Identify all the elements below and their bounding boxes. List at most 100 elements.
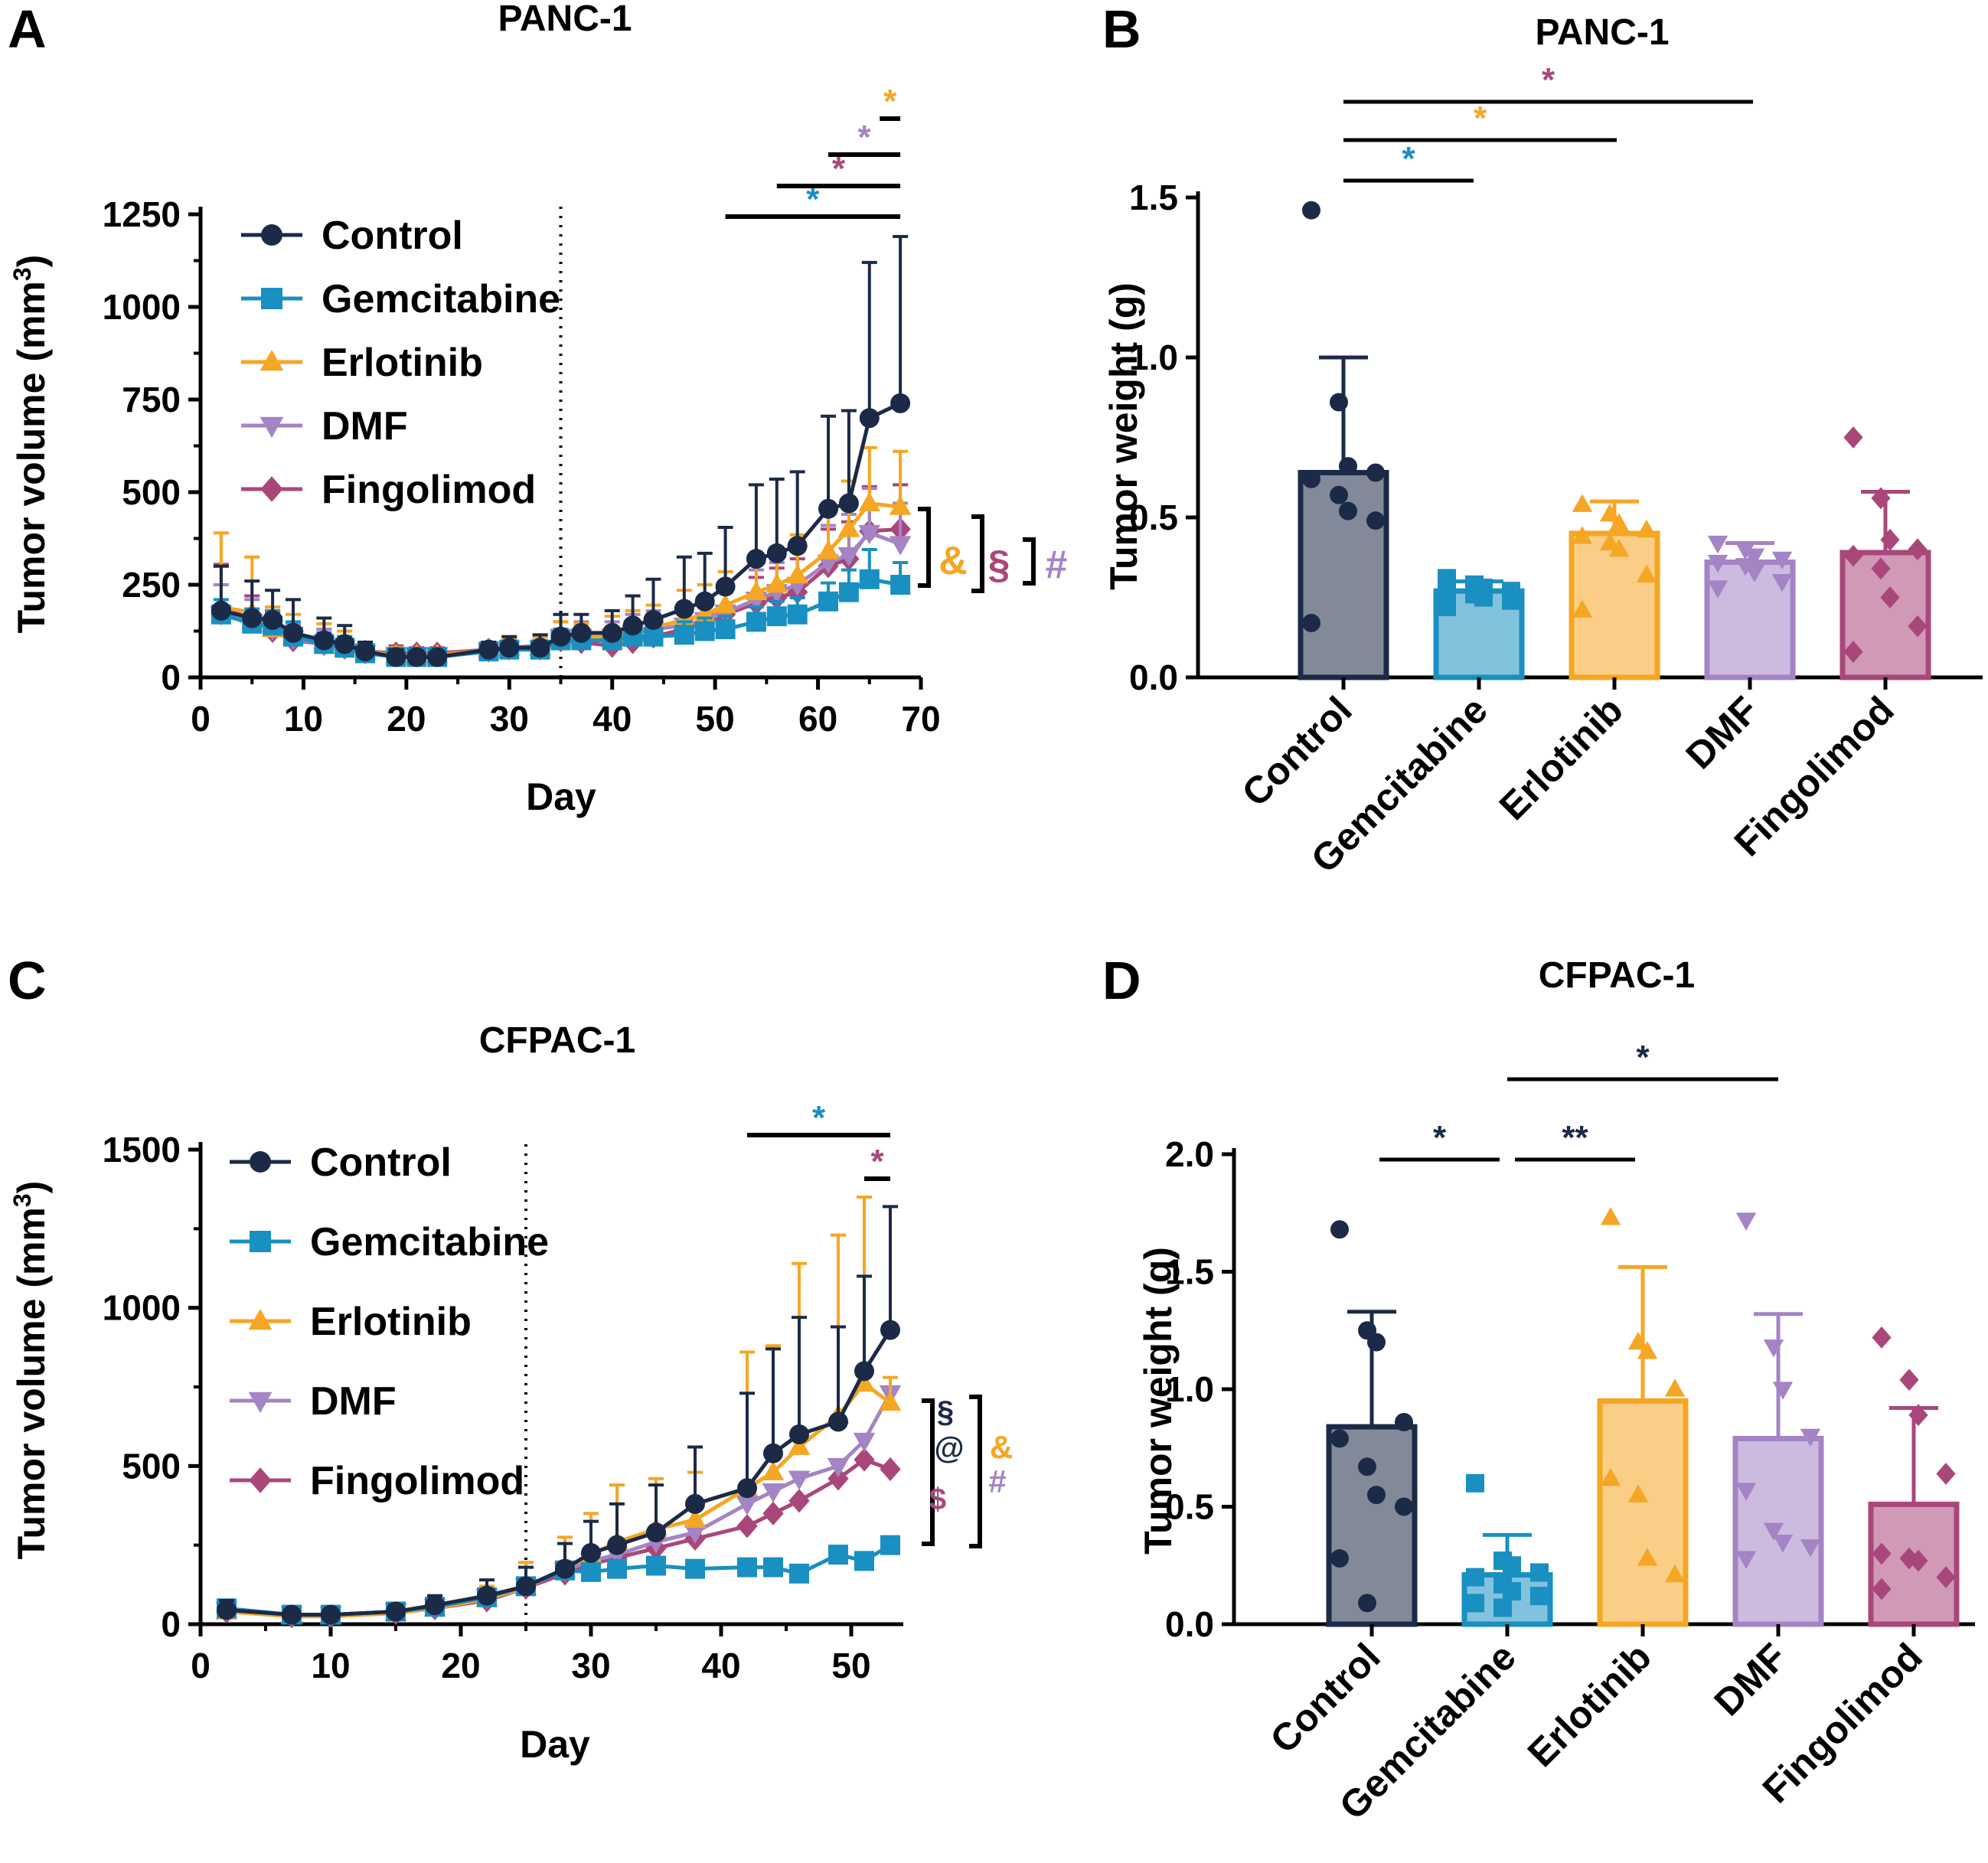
plot-area-a: 0 10 20 30 40 50 60 70 0 250 500 750 1000 1250 Control…	[103, 83, 1068, 739]
data-point-gemcitabine	[694, 621, 715, 641]
data-point-erlotinib	[1608, 539, 1630, 557]
data-point-dmf	[788, 1470, 811, 1490]
legend-marker-erlotinib	[260, 349, 284, 371]
data-point-gemcitabine	[766, 606, 787, 627]
plot-area-d: 0.00.51.01.52.0ControlGemcitabineErlotin…	[1165, 1039, 1975, 1828]
data-point-dmf	[1772, 1534, 1794, 1553]
data-point-fingolimod	[788, 1489, 810, 1513]
data-point-control	[1302, 613, 1320, 632]
data-point-control	[217, 1600, 237, 1620]
data-point-gemcitabine	[643, 626, 664, 647]
data-point-control	[478, 639, 499, 660]
legend-marker-control	[250, 1151, 271, 1173]
data-point-erlotinib	[837, 517, 860, 537]
data-point-control	[1330, 1220, 1349, 1239]
y-tick-label-b: 0.5	[1129, 498, 1178, 537]
data-point-gemcitabine	[1466, 1568, 1484, 1587]
data-point-control	[386, 647, 406, 667]
data-point-fingolimod	[1843, 544, 1863, 567]
y-tick-label-b: 1.0	[1129, 338, 1178, 377]
significance-star-b: *	[1402, 140, 1415, 178]
legend-label-dmf: DMF	[322, 404, 408, 449]
x-tick-label-c: 0	[191, 1646, 211, 1685]
end-bracket-symbol-a: §	[988, 543, 1010, 587]
data-point-erlotinib	[1599, 504, 1621, 522]
data-point-gemcitabine	[787, 604, 808, 625]
data-point-dmf	[837, 547, 860, 567]
data-point-gemcitabine	[1503, 1556, 1521, 1575]
data-point-control	[406, 647, 427, 667]
bar-group-dmf-d	[1732, 1212, 1824, 1627]
data-point-dmf	[1735, 558, 1756, 576]
data-point-control	[622, 615, 643, 636]
data-point-control	[715, 576, 736, 597]
significance-star-d: *	[1433, 1119, 1447, 1157]
data-point-control	[746, 549, 766, 569]
legend-label-fingolimod: Fingolimod	[322, 468, 536, 512]
data-point-control	[1330, 1549, 1349, 1568]
data-point-fingolimod	[1872, 1542, 1892, 1565]
data-point-fingolimod	[1899, 1369, 1919, 1392]
data-point-control	[530, 638, 550, 658]
legend-marker-dmf	[248, 1392, 273, 1414]
data-point-control	[1339, 457, 1357, 476]
data-point-control	[859, 408, 880, 429]
data-point-dmf	[736, 1496, 759, 1516]
data-point-gemcitabine	[854, 1551, 874, 1571]
x-tick-label-c: 10	[311, 1646, 350, 1685]
data-point-dmf	[1707, 535, 1728, 554]
bar-control	[1326, 1424, 1418, 1627]
data-point-control	[828, 1411, 848, 1432]
data-point-gemcitabine	[1438, 569, 1456, 588]
data-point-fingolimod	[1871, 487, 1891, 510]
data-point-fingolimod	[1936, 1463, 1956, 1485]
end-bracket-symbol-c: &	[990, 1429, 1013, 1465]
data-point-fingolimod	[1871, 557, 1891, 580]
end-bracket-symbol-c: $	[929, 1483, 946, 1516]
data-point-dmf	[1800, 1539, 1821, 1558]
y-tick-label-c: 1500	[103, 1130, 181, 1170]
data-point-dmf	[762, 1483, 785, 1503]
data-point-erlotinib	[1600, 1467, 1621, 1486]
data-point-gemcitabine	[1503, 1582, 1521, 1601]
y-tick-label-c: 0	[161, 1604, 181, 1644]
bar-group-gemcitabine-d	[1461, 1473, 1553, 1627]
data-point-control	[602, 622, 622, 643]
x-tick-label-a: 60	[798, 699, 837, 739]
data-point-erlotinib	[714, 593, 736, 614]
data-point-control	[282, 622, 303, 643]
data-point-control	[674, 599, 694, 619]
panel-label-d: D	[1102, 951, 1141, 1010]
significance-star-b: *	[1474, 100, 1487, 137]
data-point-control	[263, 609, 283, 630]
data-point-control	[1366, 511, 1385, 530]
data-point-dmf	[684, 1524, 707, 1545]
chart-title-d: CFPAC-1	[1539, 955, 1695, 996]
x-tick-label-a: 40	[592, 699, 632, 739]
data-point-control	[1366, 463, 1385, 482]
data-point-gemcitabine	[581, 1561, 601, 1582]
panel-d: D CFPAC-1 Tumor weight (g) 0.0 0.5 1.0 1.5 2…	[1102, 951, 1975, 1828]
data-point-control	[685, 1493, 705, 1514]
y-axis-label-a-close: )	[10, 255, 53, 268]
data-point-gemcitabine	[859, 569, 880, 589]
data-point-fingolimod	[1872, 1326, 1892, 1349]
legend-a: Control Gemcitabine Erlotinib DMF Fingolimod	[241, 214, 560, 512]
data-point-control	[555, 1558, 575, 1579]
data-point-gemcitabine	[1530, 1563, 1549, 1582]
significance-star-d: *	[1636, 1039, 1650, 1076]
significance-star-b: *	[1542, 61, 1555, 99]
data-point-erlotinib	[817, 540, 840, 560]
legend-label-dmf: DMF	[310, 1379, 397, 1424]
data-point-control	[499, 638, 520, 658]
data-point-erlotinib	[1627, 1331, 1649, 1350]
y-tick-label-d: 1.5	[1165, 1252, 1214, 1292]
bar-group-control-d	[1326, 1220, 1418, 1627]
y-axis-label-c-sup: 3	[8, 1193, 36, 1207]
data-point-gemcitabine	[763, 1557, 783, 1578]
panel-label-a: A	[8, 0, 47, 59]
significance-star-a: *	[858, 119, 872, 156]
data-point-control	[789, 1424, 809, 1444]
x-tick-label-c: 50	[831, 1646, 870, 1685]
